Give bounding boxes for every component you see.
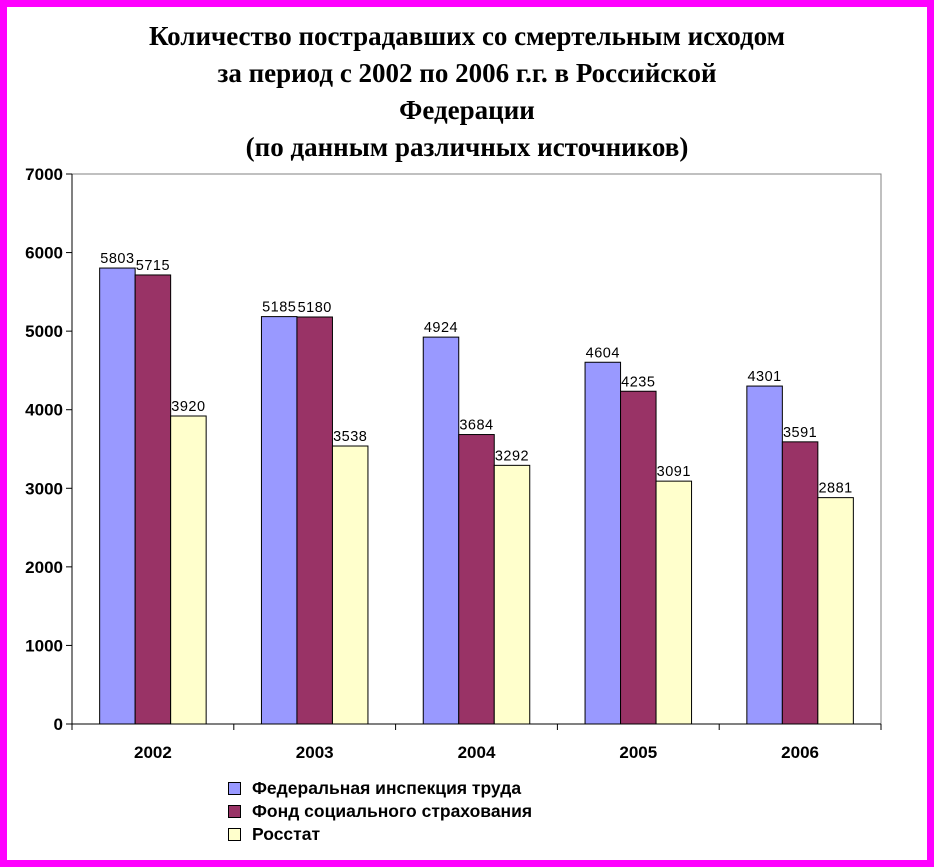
bar — [134, 274, 172, 725]
bar — [655, 480, 693, 725]
legend-label-1: Федеральная инспекция труда — [252, 778, 522, 798]
data-label: 5180 — [298, 300, 332, 316]
data-label: 5185 — [262, 300, 296, 316]
y-tick-label: 3000 — [25, 479, 63, 498]
bar — [493, 464, 531, 725]
legend-label-2: Фонд социального страхования — [252, 801, 533, 821]
y-tick-label: 7000 — [25, 165, 63, 184]
x-tick-label: 2003 — [296, 743, 334, 762]
data-label: 2881 — [818, 481, 852, 497]
legend-swatch-1 — [228, 782, 241, 795]
x-axis: 2002 2003 2004 2005 2006 — [71, 723, 882, 762]
x-tick-label: 2005 — [619, 743, 657, 762]
bar — [422, 336, 460, 725]
y-tick-label: 0 — [54, 715, 63, 734]
bar — [746, 385, 783, 725]
y-axis: 0 1000 2000 3000 4000 5000 6000 7000 — [25, 165, 73, 734]
data-label: 3538 — [333, 429, 367, 445]
y-tick-label: 4000 — [25, 401, 63, 420]
bars — [99, 267, 854, 725]
y-tick-label: 1000 — [25, 636, 63, 655]
data-label: 3684 — [459, 418, 493, 434]
data-label: 3091 — [657, 464, 691, 480]
data-label: 5715 — [136, 258, 170, 274]
bar — [170, 415, 207, 725]
chart-title-line-4: (по данным различных источников) — [245, 132, 689, 162]
bar — [260, 316, 298, 725]
bar — [296, 316, 333, 725]
y-tick-label: 6000 — [25, 244, 63, 263]
bar — [620, 390, 657, 725]
legend-item-1: Федеральная инспекция труда — [228, 777, 532, 800]
x-tick-label: 2006 — [781, 743, 819, 762]
chart-title-line-3: Федерации — [399, 95, 535, 125]
data-label: 3292 — [495, 448, 529, 464]
bar — [331, 445, 369, 725]
bar — [458, 434, 495, 725]
data-label: 3920 — [171, 399, 205, 415]
data-label: 4235 — [621, 374, 655, 390]
legend-item-3: Росстат — [228, 823, 532, 846]
legend-label-3: Росстат — [252, 824, 321, 844]
legend-item-2: Фонд социального страхования — [228, 800, 532, 823]
x-tick-label: 2002 — [134, 743, 172, 762]
data-label: 5803 — [100, 251, 134, 267]
data-label: 3591 — [783, 425, 817, 441]
x-tick-label: 2004 — [458, 743, 496, 762]
y-tick-label: 5000 — [25, 322, 63, 341]
bar — [817, 497, 854, 725]
data-label: 4924 — [424, 320, 458, 336]
bar — [99, 267, 136, 725]
data-label: 4301 — [747, 369, 781, 385]
legend: Федеральная инспекция труда Фонд социаль… — [228, 777, 532, 846]
bar — [584, 361, 622, 725]
bar — [781, 441, 819, 725]
chart-title: Количество пострадавших со смертельным и… — [0, 18, 934, 166]
legend-swatch-3 — [228, 828, 241, 841]
chart-title-line-2: за период с 2002 по 2006 г.г. в Российск… — [217, 58, 717, 88]
data-label: 4604 — [586, 345, 620, 361]
chart-title-line-1: Количество пострадавших со смертельным и… — [148, 21, 786, 51]
legend-swatch-2 — [228, 805, 241, 818]
y-tick-label: 2000 — [25, 558, 63, 577]
